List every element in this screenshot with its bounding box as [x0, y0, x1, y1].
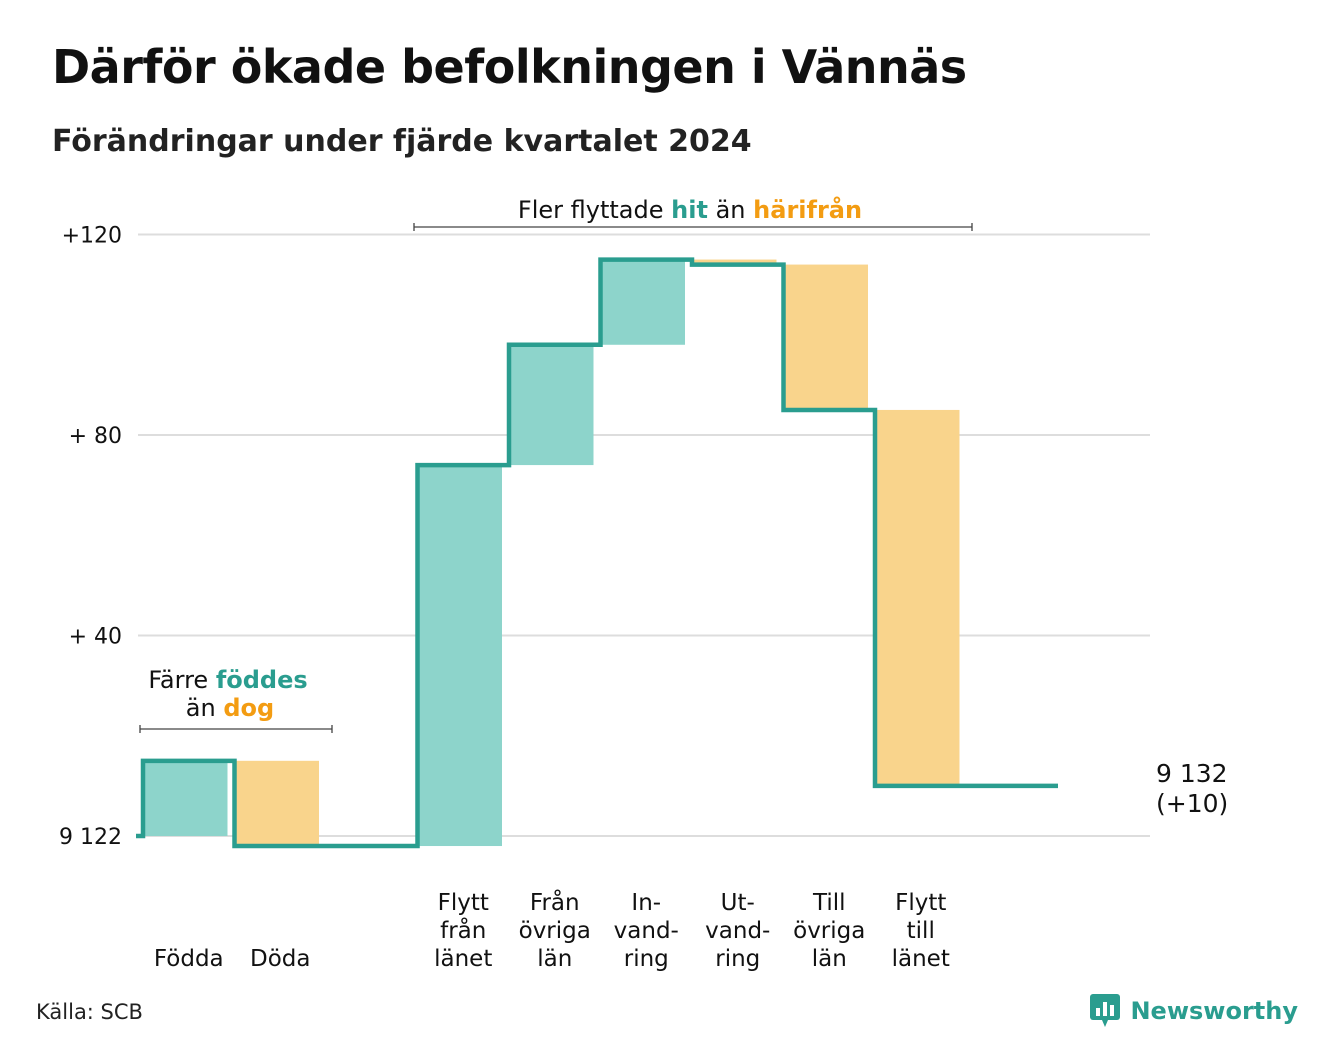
y-axis-labels: 9 122 + 40 + 80 +120 — [59, 224, 122, 851]
running-total-step-line — [136, 257, 1058, 849]
x-axis-labels: Födda DödaFlyttfrånlänetFrånövrigalänIn-v… — [154, 888, 950, 972]
chart-title: Därför ökade befolkningen i Vännäs — [52, 40, 967, 94]
x-tick-label: län — [812, 946, 847, 972]
x-tick-label: till — [907, 918, 935, 944]
source-note: Källa: SCB — [36, 1000, 143, 1024]
decrease-bar — [693, 259, 777, 265]
x-tick-label: Födda — [154, 946, 224, 972]
running-total-line — [136, 257, 1058, 849]
svg-text:Fler flyttade hi: Fler flyttade hit än härifrån — [518, 195, 862, 224]
x-tick-label: övriga — [793, 918, 865, 944]
x-tick-label: In- — [631, 890, 661, 916]
x-tick-label: länet — [892, 946, 950, 972]
svg-text:än dog: än dog — [186, 694, 274, 722]
increase-bar — [418, 465, 502, 847]
x-tick-label: från — [440, 916, 486, 944]
decrease-bar — [876, 409, 960, 786]
increase-bar — [510, 344, 594, 466]
end-change: (+10) — [1156, 789, 1228, 818]
births-annotation-highlight: föddes — [216, 666, 308, 694]
x-tick-label: Flytt — [895, 890, 946, 916]
svg-text:Färre föddes: Färre föddes — [148, 666, 307, 694]
y-tick-label: + 40 — [69, 625, 122, 650]
x-tick-label: Ut- — [721, 890, 755, 916]
migration-annotation-in: hit — [671, 196, 708, 224]
x-tick-label: Döda — [250, 946, 310, 972]
x-tick-label: Till — [812, 890, 846, 916]
chart-subtitle: Förändringar under fjärde kvartalet 2024 — [52, 124, 752, 159]
migration-annotation-out: härifrån — [753, 195, 862, 224]
x-tick-label: vand- — [614, 918, 679, 944]
y-tick-label: + 80 — [69, 424, 122, 449]
decrease-bar — [784, 264, 868, 410]
births-annotation-text-2: än — [186, 694, 216, 722]
births-annotation-text: Färre — [148, 666, 208, 694]
x-tick-label: Flytt — [438, 890, 489, 916]
brand[interactable]: Newsworthy — [1090, 994, 1298, 1028]
end-value-label: 9 132 (+10) — [1156, 759, 1228, 818]
end-value: 9 132 — [1156, 759, 1228, 788]
y-tick-label: 9 122 — [59, 825, 122, 850]
x-tick-label: övriga — [519, 918, 591, 944]
births-annotation-highlight-2: dog — [223, 694, 274, 722]
x-tick-label: Från — [530, 888, 580, 916]
x-tick-label: län — [537, 946, 572, 972]
births-annotation: Färre föddes än dog — [139, 666, 333, 733]
migration-annotation-text: Fler flyttade — [518, 196, 664, 224]
increase-bar — [601, 259, 685, 345]
x-tick-label: ring — [624, 946, 669, 972]
y-tick-label: +120 — [62, 224, 122, 249]
births-bracket — [139, 725, 333, 733]
increase-bar — [144, 760, 228, 836]
migration-annotation-middle: än — [716, 196, 746, 224]
brand-name: Newsworthy — [1130, 997, 1298, 1025]
x-tick-label: länet — [434, 946, 492, 972]
change-bars — [144, 259, 960, 847]
migration-annotation: Fler flyttade hit än härifrån — [413, 195, 973, 231]
decrease-bar — [235, 760, 319, 847]
migration-bracket — [413, 223, 973, 231]
x-tick-label: vand- — [705, 918, 770, 944]
newsworthy-logo-icon — [1090, 994, 1121, 1027]
x-tick-label: ring — [715, 946, 760, 972]
